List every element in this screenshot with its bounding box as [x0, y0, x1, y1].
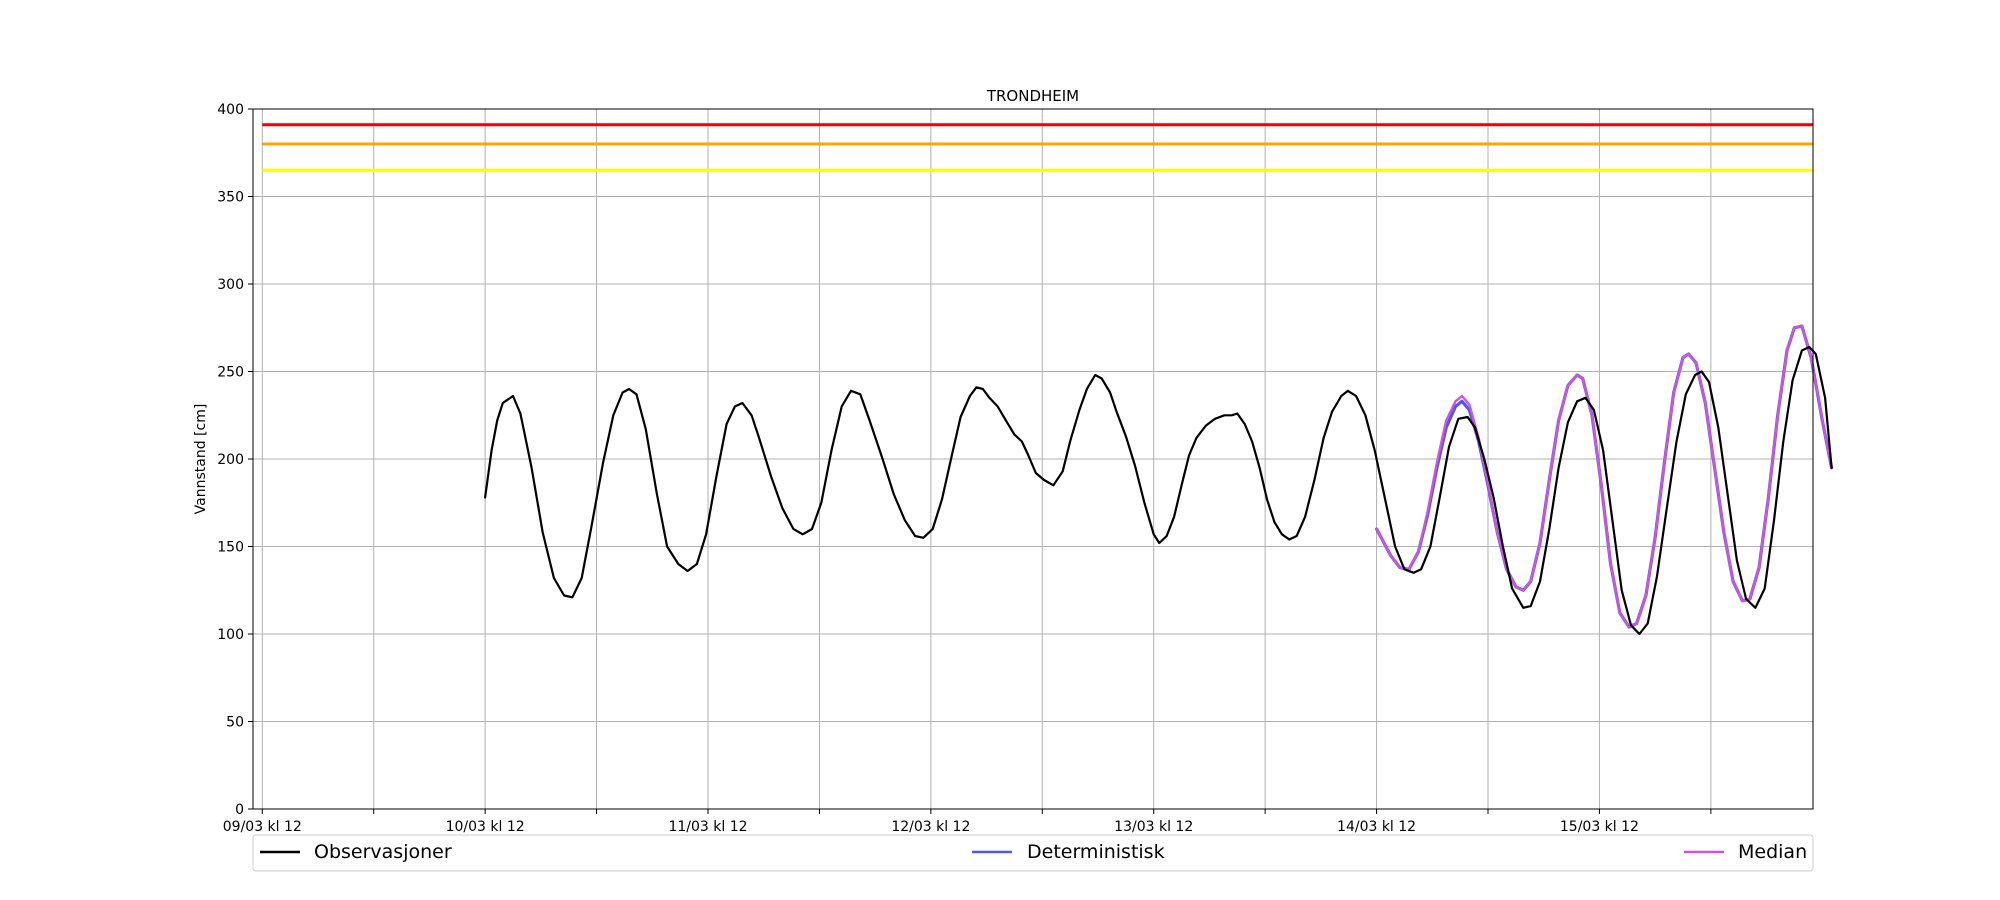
grid — [253, 108, 1813, 810]
x-tick-label: 15/03 kl 12 — [1560, 819, 1639, 835]
y-tick-label: 150 — [217, 540, 244, 556]
x-tick-label: 14/03 kl 12 — [1337, 819, 1416, 835]
legend: Observasjoner Deterministisk Median — [252, 834, 1814, 872]
x-tick-label: 13/03 kl 12 — [1114, 819, 1193, 835]
series-line-observasjoner — [484, 345, 1833, 636]
legend-label-median: Median — [1738, 841, 1807, 863]
legend-label-deterministisk: Deterministisk — [1027, 841, 1165, 863]
y-tick-label: 0 — [235, 802, 244, 818]
y-tick-label: 300 — [217, 277, 244, 293]
legend-label-observasjoner: Observasjoner — [314, 841, 452, 863]
x-tick-label: 09/03 kl 12 — [223, 819, 302, 835]
chart-title: TRONDHEIM — [986, 87, 1079, 105]
x-tick-label: 10/03 kl 12 — [446, 819, 525, 835]
y-tick-label: 250 — [217, 365, 244, 381]
threshold-lines — [262, 123, 1813, 172]
x-tick-label: 12/03 kl 12 — [891, 819, 970, 835]
y-tick-label: 350 — [217, 190, 244, 206]
series-line-median — [1375, 324, 1833, 629]
y-axis-label: Vannstand [cm] — [193, 404, 209, 515]
x-tick-label: 11/03 kl 12 — [668, 819, 747, 835]
y-tick-label: 400 — [217, 102, 244, 118]
y-tick-label: 50 — [226, 715, 244, 731]
series-lines — [484, 324, 1834, 636]
axes: 0 50 100 150 200 250 300 350 400 09/03 kl 12 10/03… — [217, 102, 1712, 835]
y-tick-label: 200 — [217, 452, 244, 468]
legend-item-median: Median — [1684, 841, 1807, 863]
y-tick-label: 100 — [217, 627, 244, 643]
legend-frame — [252, 834, 1814, 872]
legend-item-observasjoner: Observasjoner — [260, 841, 452, 863]
legend-item-deterministisk: Deterministisk — [972, 841, 1165, 863]
